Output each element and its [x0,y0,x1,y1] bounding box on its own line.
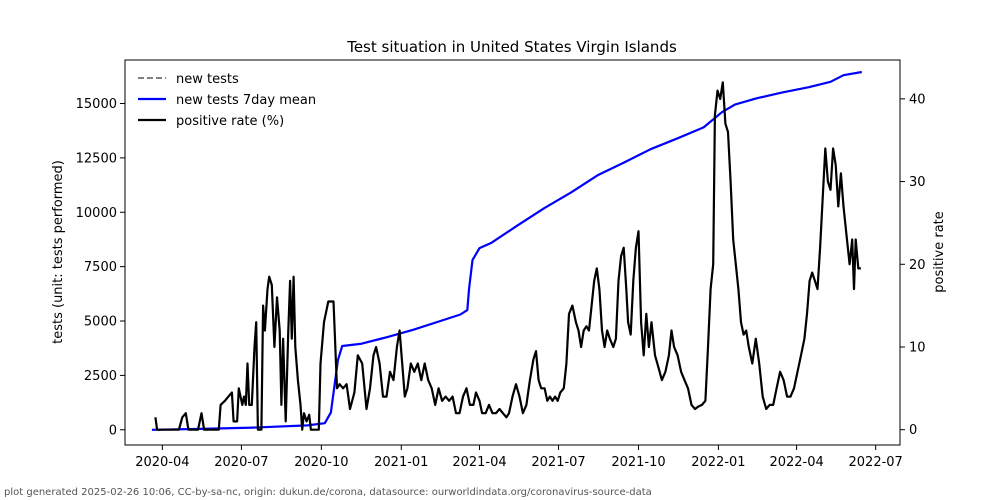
y-tick-label: 15000 [76,97,117,112]
x-tick-label: 2022-07 [849,455,903,470]
y2-tick-label: 40 [909,92,926,107]
y-tick-label: 10000 [76,206,117,221]
x-tick-label: 2020-10 [294,455,348,470]
x-tick-label: 2022-04 [769,455,823,470]
y2-tick-label: 30 [909,175,926,190]
footer-note: plot generated 2025-02-26 10:06, CC-by-s… [4,487,652,498]
y2-tick-label: 0 [909,423,917,438]
y-tick-label: 7500 [84,260,117,275]
y-tick-label: 2500 [84,369,117,384]
left-axis-ticks: 0 2500 5000 7500 10000 12500 15000 [76,97,125,438]
x-tick-label: 2020-04 [135,455,189,470]
series-line-new-tests-7day-mean [151,70,862,431]
x-tick-label: 2022-01 [691,455,745,470]
series-layer [151,70,862,431]
x-tick-label: 2021-04 [452,455,506,470]
y2-axis-label: positive rate [932,211,947,293]
x-axis-ticks: 2020-04 2020-07 2020-10 2021-01 2021-04 2021-… [135,445,903,470]
plot-area [125,60,900,445]
y2-tick-label: 20 [909,258,926,273]
y-tick-label: 5000 [84,315,117,330]
right-axis-ticks: 0 10 20 30 40 [900,92,926,438]
x-tick-label: 2021-07 [531,455,585,470]
y-tick-label: 0 [109,423,117,438]
legend-label-7day-mean: new tests 7day mean [176,93,316,108]
x-tick-label: 2021-10 [611,455,665,470]
x-tick-label: 2020-07 [214,455,268,470]
plot-frame [124,59,901,446]
legend: new tests new tests 7day mean positive r… [138,72,316,129]
legend-label-new-tests: new tests [176,72,239,87]
series-line-positive-rate [154,81,861,431]
legend-label-positive-rate: positive rate (%) [176,114,284,129]
chart-title: Test situation in United States Virgin I… [346,38,677,56]
y-axis-label: tests (unit: tests performed) [51,160,66,344]
x-tick-label: 2021-01 [374,455,428,470]
y2-tick-label: 10 [909,340,926,355]
y-tick-label: 12500 [76,151,117,166]
